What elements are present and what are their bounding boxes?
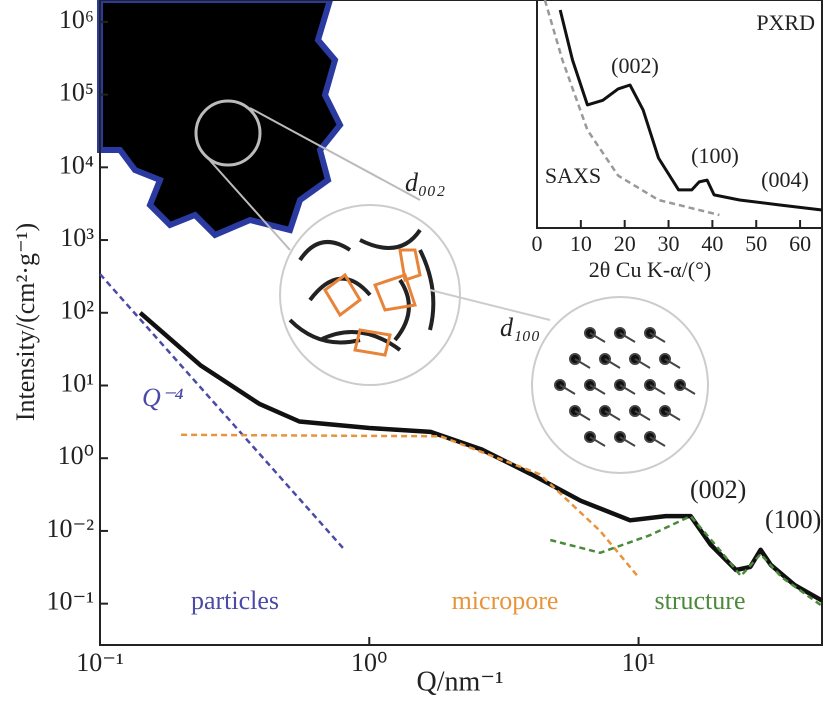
peak-label: (100) bbox=[691, 143, 739, 168]
series-label: structure bbox=[655, 586, 746, 615]
plot-frame bbox=[99, 0, 823, 646]
peak-label: (004) bbox=[761, 167, 809, 192]
bond bbox=[589, 384, 606, 395]
x-axis-label: Q/nm⁻¹ bbox=[417, 666, 504, 697]
bond bbox=[649, 332, 666, 343]
graphene-lattice bbox=[554, 327, 696, 447]
peak-label: (100) bbox=[765, 505, 821, 534]
peak-label: (002) bbox=[690, 475, 746, 504]
bond bbox=[604, 358, 621, 369]
y-tick-label: 10⁻² bbox=[46, 514, 94, 543]
x-tick-label: 10 bbox=[570, 231, 592, 256]
bond bbox=[574, 410, 591, 421]
bond bbox=[664, 358, 681, 369]
inset-title: PXRD bbox=[756, 10, 815, 35]
series-line bbox=[549, 514, 823, 607]
series-line bbox=[138, 311, 824, 603]
slope-label: Q⁻⁴ bbox=[142, 383, 184, 412]
bond bbox=[559, 384, 576, 395]
bond bbox=[589, 436, 606, 447]
spacing-label: d₁₀₀ bbox=[500, 313, 540, 342]
bond bbox=[619, 436, 636, 447]
series-label: micropore bbox=[452, 586, 559, 615]
bond bbox=[634, 410, 651, 421]
x-tick-label: 50 bbox=[745, 231, 767, 256]
peak-label: (002) bbox=[611, 53, 659, 78]
bond bbox=[619, 384, 636, 395]
series-line bbox=[181, 433, 640, 579]
inset-x-label: 2θ Cu K-α/(°) bbox=[589, 257, 712, 282]
bond bbox=[649, 436, 666, 447]
spacing-label: d₀₀₂ bbox=[405, 168, 445, 197]
x-tick-label: 30 bbox=[658, 231, 680, 256]
bond bbox=[649, 384, 666, 395]
y-tick-label: 10⁵ bbox=[59, 78, 94, 107]
y-tick-label: 10³ bbox=[60, 223, 94, 252]
y-axis-label: Intensity/(cm²·g⁻¹) bbox=[11, 223, 40, 421]
x-tick-label: 20 bbox=[614, 231, 636, 256]
y-tick-label: 10⁻¹ bbox=[46, 587, 94, 616]
series-label: particles bbox=[191, 586, 279, 615]
bond bbox=[619, 332, 636, 343]
zoom-line bbox=[429, 289, 551, 321]
zoom-line bbox=[249, 107, 421, 201]
x-tick-label: 10¹ bbox=[622, 648, 656, 677]
illustration bbox=[97, 0, 709, 474]
y-tick-label: 10⁴ bbox=[59, 150, 94, 179]
series-line bbox=[543, 0, 720, 217]
bond bbox=[589, 332, 606, 343]
zoom-circle bbox=[194, 99, 262, 167]
x-tick-label: 40 bbox=[701, 231, 723, 256]
particle-blob bbox=[97, 0, 344, 239]
y-tick-label: 10⁶ bbox=[59, 5, 94, 34]
series-line bbox=[558, 9, 823, 212]
y-tick-label: 10⁰ bbox=[58, 441, 94, 470]
bond bbox=[574, 358, 591, 369]
zoom-line bbox=[204, 154, 291, 251]
x-tick-label: 10⁰ bbox=[351, 648, 387, 677]
series-label: SAXS bbox=[545, 163, 601, 188]
bond bbox=[664, 410, 681, 421]
bond bbox=[604, 410, 621, 421]
y-tick-label: 10² bbox=[60, 296, 94, 325]
bond bbox=[634, 358, 651, 369]
x-tick-label: 0 bbox=[532, 231, 543, 256]
pore-sketch bbox=[288, 228, 436, 357]
x-tick-label: 10⁻¹ bbox=[76, 648, 124, 677]
bond bbox=[679, 384, 696, 395]
y-tick-label: 10¹ bbox=[60, 368, 94, 397]
x-tick-label: 60 bbox=[789, 231, 811, 256]
series-line bbox=[99, 273, 346, 551]
